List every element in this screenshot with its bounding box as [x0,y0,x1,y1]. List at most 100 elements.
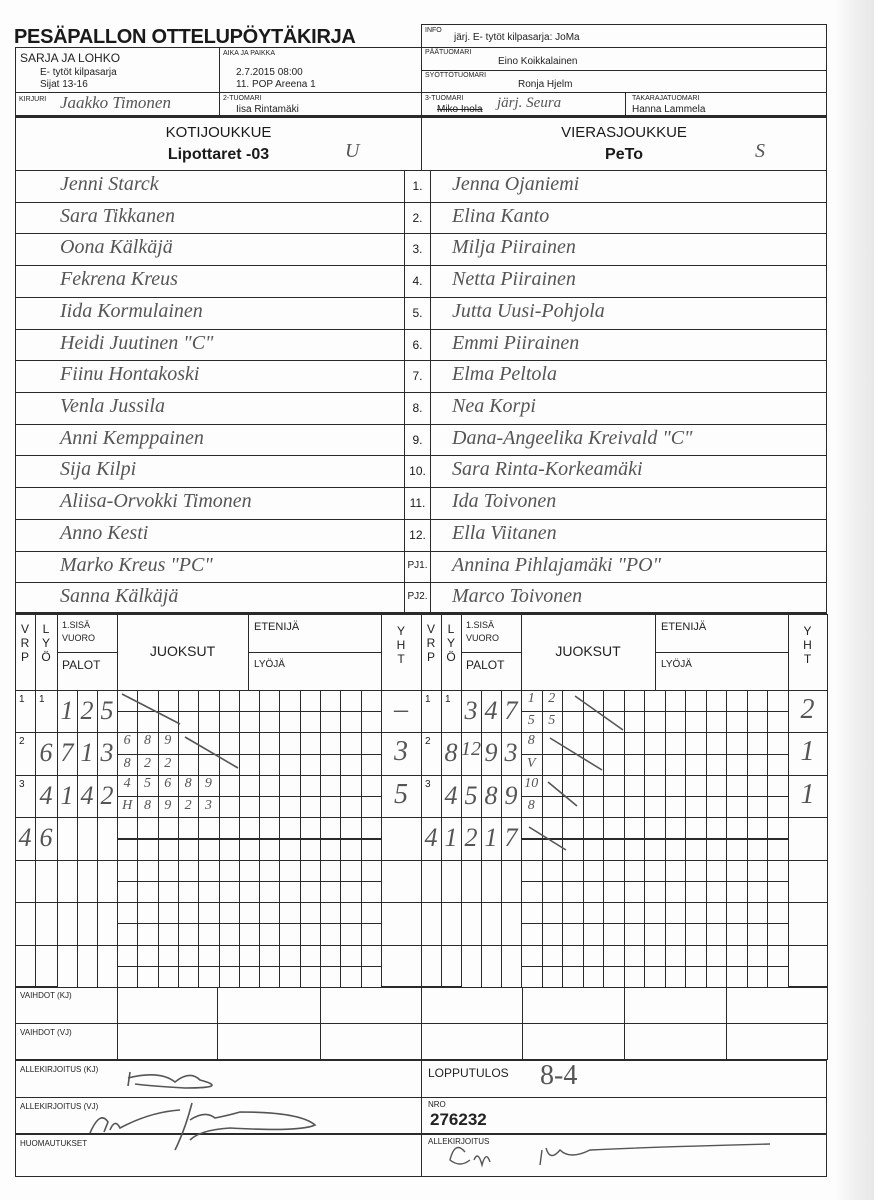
subs-away-cell [726,1023,828,1060]
lyo-header-letter: Y [41,636,50,650]
document-title: PESÄPALLON OTTELUPÖYTÄKIRJA [14,26,356,48]
umpire2-label: 2-TUOMARI [223,95,262,102]
info-label: INFO [425,27,442,34]
sign-label: ALLEKIRJOITUS [428,1137,490,1146]
inning-number: 1 [19,694,25,705]
away-player-name: Emmi Piirainen [452,331,580,354]
player-number: 4. [412,274,423,289]
umpire3-value: Miko Inola [437,104,483,115]
palot-value: 5 [464,780,478,810]
away-team-label: VIERASJOUKKUE [561,124,687,141]
inning-number: 3 [425,778,431,790]
palot-value: 1 [60,780,74,810]
home-team-name: Lipottaret -03 [167,146,270,163]
home-player-name: Sija Kilpi [60,458,137,481]
player-number: 10. [409,464,426,479]
player-number: 6. [412,337,423,352]
player-number: PJ2. [407,591,428,603]
juoksut-label: JUOKSUT [149,643,216,659]
palot-value: 7 [504,823,518,853]
vrp-header-letter: V [426,622,435,636]
time-place-label: AIKA JA PAIKKA [223,50,276,57]
vuoro-label: VUORO [466,633,500,643]
yht-header-letter: Y [396,624,405,638]
vuoro-label: VUORO [62,633,96,643]
away-player-name: Jutta Uusi-Pohjola [452,299,605,322]
info-value: järj. E- tytöt kilpasarja: JoMa [454,32,580,43]
yht-header-letter: H [396,638,406,652]
home-player-name: Jenni Starck [60,173,159,195]
scan-edge-shadow [834,0,874,1200]
batter-value: 8 [123,755,131,771]
runner-value: 9 [164,733,172,749]
home-team-label: KOTIJOUKKUE [165,124,272,141]
away-team-name: PeTo [605,146,643,163]
away-player-name: Elma Peltola [452,363,557,386]
away-player-name: Dana-Angeelika Kreivald "C" [452,426,693,449]
etenija-label: ETENIJÄ [254,621,300,633]
palot-value: 1 [60,696,74,725]
umpire3-handwritten: järj. Seura [497,95,562,111]
inning-number: 2 [19,736,25,748]
notes-label: HUOMAUTUKSET [20,1139,88,1148]
inning-number: 4 [18,823,32,853]
nro-label: NRO [428,1100,446,1109]
player-number: 11. [409,496,426,511]
yht-header-letter: H [803,638,812,652]
palot-value: 4 [80,780,94,810]
runner-value: 5 [143,775,151,791]
yht-header-letter: T [397,652,405,666]
batter-value: 2 [143,755,151,771]
batter-count: 6 [39,738,53,768]
home-player-name: Oona Kälkäjä [60,236,173,259]
vrp-header-letter: P [426,650,435,664]
final-score-label: LOPPUTULOS [428,1066,509,1080]
runner-value: 9 [204,775,212,791]
home-player-name: Aliisa-Orvokki Timonen [60,490,252,513]
inning-total: 5 [394,778,408,810]
inning-total: – [394,694,408,725]
lyo-header-letter: L [42,622,50,636]
palot-value: 12 [461,738,481,761]
inning-number: 2 [425,736,431,748]
player-number: 1. [412,179,423,193]
batter-value: 5 [548,713,556,729]
runner-value: 8 [143,733,151,749]
final-score-value: 8-4 [540,1060,578,1091]
player-number: 8. [412,401,423,415]
inning-number: 1 [425,694,431,705]
batter-count: 6 [39,823,53,853]
vrp-header-letter: V [20,622,29,636]
yht-header-letter: T [803,652,812,666]
subs-away-label: VAIHDOT (VJ) [20,1028,72,1037]
etenija-label: ETENIJÄ [661,621,707,633]
series-value: E- tytöt kilpasarja [40,67,117,78]
divider [15,612,827,615]
lyo-header-letter: Y [446,636,455,650]
scorer-signature: Jaakko Timonen [60,93,171,112]
umpire3-label: 3-TUOMARI [425,95,464,102]
runner-value: 8 [184,775,192,791]
sign-away-label: ALLEKIRJOITUS (VJ) [20,1102,99,1111]
match-place: 11. POP Areena 1 [236,79,316,90]
batter-value: V [526,755,536,771]
head-umpire-label: PÄÄTUOMARI [425,49,472,56]
batter-value: 2 [184,798,192,814]
home-player-name: Anno Kesti [60,521,149,544]
batter-value: 5 [527,713,535,729]
batter-value: 2 [164,755,172,771]
runner-value: 6 [123,733,131,749]
back-umpire-value: Hanna Lammela [632,104,706,115]
palot-value: 9 [504,780,518,810]
lyoja-label: LYÖJÄ [254,659,285,670]
player-number: 7. [412,369,423,384]
runner-value: 6 [164,775,172,791]
palot-value: 9 [484,738,498,768]
away-player-name: Ida Toivonen [452,490,557,513]
away-player-name: Sara Rinta-Korkeamäki [452,458,643,481]
vrp-header-letter: R [426,636,436,650]
head-umpire-value: Eino Koikkalainen [498,56,578,67]
batter-count: 4 [39,780,53,810]
